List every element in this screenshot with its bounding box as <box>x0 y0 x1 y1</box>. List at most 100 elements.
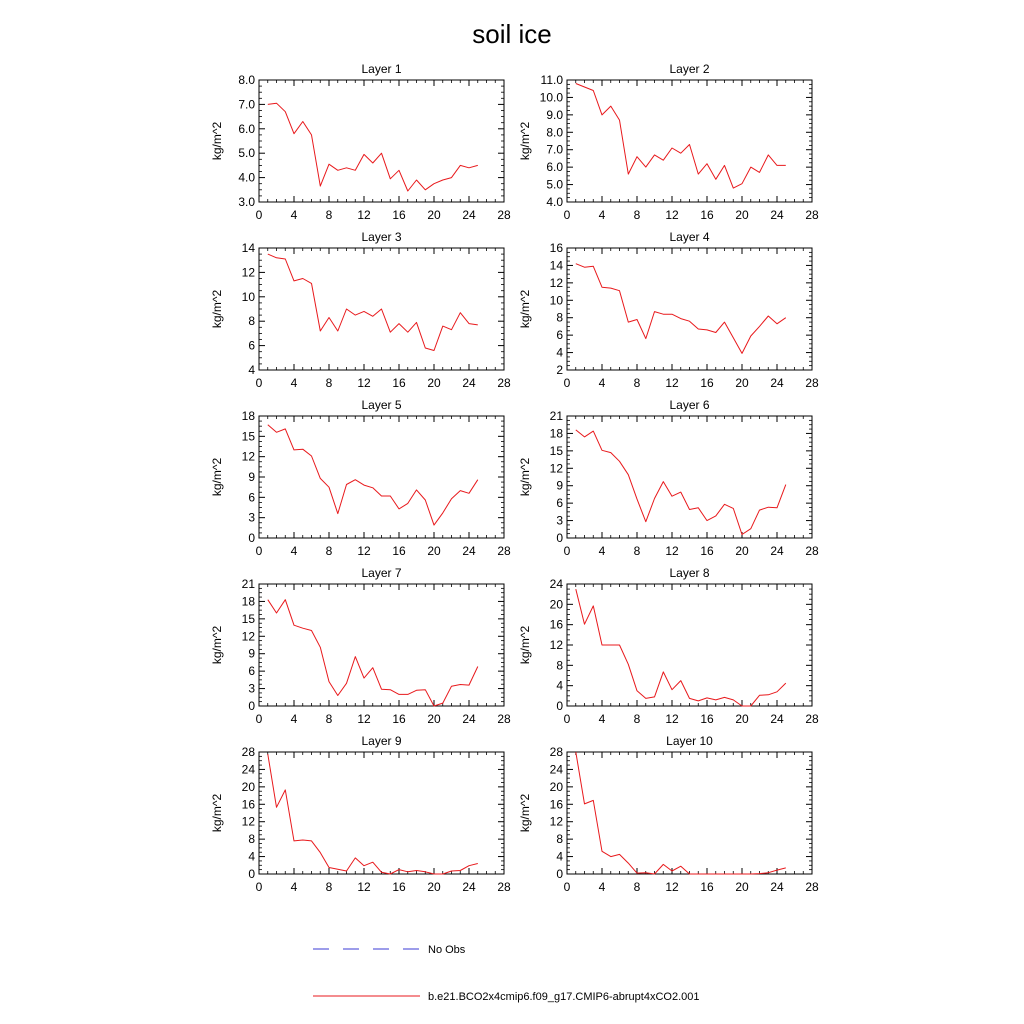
x-tick-label: 20 <box>427 376 441 390</box>
x-tick-label: 20 <box>735 208 749 222</box>
panel-title: Layer 5 <box>361 398 401 412</box>
y-tick-label: 4 <box>556 850 563 864</box>
x-tick-label: 28 <box>805 376 819 390</box>
y-tick-label: 0 <box>248 531 255 545</box>
y-tick-label: 6 <box>248 490 255 504</box>
x-tick-label: 28 <box>497 544 511 558</box>
panel-layer-8: Layer 8 kg/m^2 0 4 8 12 16 20 24 28 0 4 8 12 16 20 24 <box>518 566 819 726</box>
x-tick-label: 20 <box>735 544 749 558</box>
y-tick-label: 10 <box>242 290 256 304</box>
y-tick-label: 18 <box>242 409 256 423</box>
panel-layer-9: Layer 9 kg/m^2 0 4 8 12 16 20 24 28 0 4 8 12 16 20 24 28 <box>210 734 511 894</box>
y-tick-label: 15 <box>242 429 256 443</box>
panel-title: Layer 4 <box>669 230 709 244</box>
y-tick-label: 24 <box>550 762 564 776</box>
x-tick-label: 4 <box>599 880 606 894</box>
x-tick-label: 4 <box>291 880 298 894</box>
x-tick-label: 20 <box>735 376 749 390</box>
x-tick-label: 24 <box>770 880 784 894</box>
x-tick-label: 8 <box>326 880 333 894</box>
x-tick-label: 16 <box>700 376 714 390</box>
series-line <box>267 102 478 192</box>
x-tick-label: 24 <box>462 208 476 222</box>
plot-frame <box>566 415 813 539</box>
y-tick-label: 14 <box>242 241 256 255</box>
x-tick-label: 12 <box>665 712 679 726</box>
x-tick-label: 28 <box>805 208 819 222</box>
y-axis-label: kg/m^2 <box>210 122 224 161</box>
x-tick-label: 8 <box>634 880 641 894</box>
x-tick-label: 20 <box>427 208 441 222</box>
legend-model-label: b.e21.BCO2x4cmip6.f09_g17.CMIP6-abrupt4x… <box>428 991 700 1003</box>
y-axis-label: kg/m^2 <box>518 290 532 329</box>
x-tick-label: 20 <box>427 712 441 726</box>
x-tick-label: 16 <box>392 880 406 894</box>
series-line <box>575 588 787 707</box>
x-tick-label: 12 <box>665 208 679 222</box>
x-tick-label: 4 <box>599 544 606 558</box>
panel-title: Layer 9 <box>361 734 401 748</box>
x-tick-label: 24 <box>462 880 476 894</box>
x-tick-label: 12 <box>357 712 371 726</box>
series-line <box>575 83 786 189</box>
y-tick-label: 4 <box>556 346 563 360</box>
plot-frame <box>258 583 505 707</box>
y-tick-label: 0 <box>248 867 255 881</box>
y-tick-label: 11.0 <box>541 73 564 87</box>
y-tick-label: 8.0 <box>546 125 563 139</box>
x-tick-label: 0 <box>256 544 263 558</box>
y-axis-label: kg/m^2 <box>210 290 224 329</box>
x-tick-label: 4 <box>291 376 298 390</box>
panel-layer-5: Layer 5 kg/m^2 0 4 8 12 16 20 24 28 0 3 6 9 12 15 18 <box>210 398 511 558</box>
y-tick-label: 8 <box>556 658 563 672</box>
panels: Layer 1kg/m^20 4 8 12 16 20 24 283.04.05.06.07.… <box>210 62 819 894</box>
plot-frame <box>566 247 813 371</box>
series-line <box>575 751 786 875</box>
x-tick-label: 20 <box>427 880 441 894</box>
y-tick-label: 3.0 <box>238 195 255 209</box>
plot-frame <box>566 751 813 875</box>
x-tick-label: 4 <box>291 208 298 222</box>
y-tick-label: 4 <box>248 850 255 864</box>
x-tick-label: 4 <box>599 712 606 726</box>
x-tick-label: 12 <box>665 544 679 558</box>
plot-frame <box>258 79 505 203</box>
x-tick-label: 12 <box>665 376 679 390</box>
y-tick-label: 4.0 <box>238 171 255 185</box>
panel-title: Layer 2 <box>669 62 709 76</box>
y-tick-label: 12 <box>242 815 256 829</box>
y-tick-label: 12 <box>242 629 256 643</box>
x-tick-label: 16 <box>392 208 406 222</box>
y-tick-label: 6.0 <box>238 122 255 136</box>
x-tick-label: 16 <box>392 712 406 726</box>
y-axis-label: kg/m^2 <box>210 794 224 833</box>
y-tick-label: 9 <box>556 479 563 493</box>
y-tick-label: 0 <box>248 699 255 713</box>
x-tick-label: 0 <box>256 208 263 222</box>
x-tick-label: 28 <box>805 544 819 558</box>
y-tick-label: 6 <box>248 339 255 353</box>
x-tick-label: 16 <box>700 544 714 558</box>
x-tick-label: 20 <box>427 544 441 558</box>
x-tick-label: 24 <box>462 376 476 390</box>
x-tick-label: 28 <box>497 712 511 726</box>
y-tick-label: 21 <box>550 409 564 423</box>
y-tick-label: 20 <box>550 597 564 611</box>
y-tick-label: 9 <box>248 470 255 484</box>
y-tick-label: 16 <box>550 241 564 255</box>
x-tick-label: 20 <box>735 880 749 894</box>
y-tick-label: 20 <box>242 780 256 794</box>
x-tick-label: 8 <box>634 712 641 726</box>
y-axis-label: kg/m^2 <box>210 626 224 665</box>
x-tick-label: 0 <box>256 376 263 390</box>
y-axis-label: kg/m^2 <box>210 458 224 497</box>
y-tick-label: 10 <box>550 293 564 307</box>
y-tick-label: 12 <box>550 638 564 652</box>
panel-title: Layer 3 <box>361 230 401 244</box>
y-tick-label: 15 <box>550 444 564 458</box>
y-tick-label: 15 <box>242 612 256 626</box>
x-tick-label: 28 <box>497 880 511 894</box>
y-tick-label: 9.0 <box>546 108 563 122</box>
plot-frame <box>258 415 505 539</box>
